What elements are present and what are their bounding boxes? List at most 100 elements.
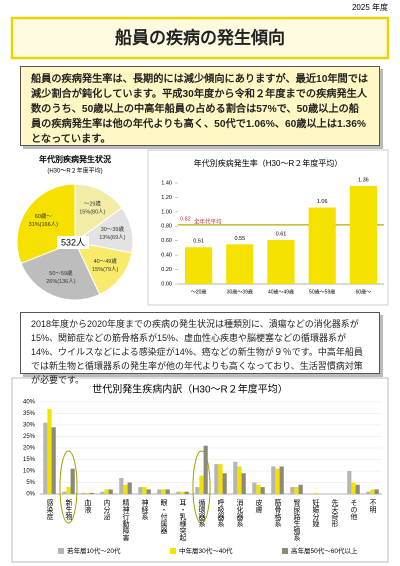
slice-label: 15%(79人)	[92, 266, 118, 273]
bar	[203, 445, 208, 494]
x-tick-label: 60歳～	[356, 288, 372, 295]
bar	[100, 491, 105, 494]
y-tick-label: 1.20	[161, 195, 172, 201]
y-tick-label: 35%	[23, 411, 36, 417]
bar	[195, 487, 200, 494]
bar	[237, 466, 242, 494]
bar	[294, 487, 299, 494]
bar	[347, 471, 352, 494]
bar	[275, 468, 280, 494]
bar	[222, 473, 227, 494]
bar	[256, 484, 261, 494]
highlight-circle	[192, 450, 211, 524]
bar	[252, 482, 257, 494]
bar	[176, 491, 181, 494]
bar	[127, 482, 132, 494]
bar	[70, 468, 75, 494]
bar-value-label: 0.55	[234, 236, 245, 242]
x-tick-label: 30歳～39歳	[227, 288, 253, 295]
bar	[290, 487, 295, 494]
slice-label: 31%(166人)	[29, 221, 59, 228]
y-tick-label: 25%	[23, 434, 36, 440]
pie-slice	[74, 241, 133, 296]
slice-label: 13%(69人)	[99, 234, 125, 241]
x-tick-label: 腎尿路生殖系	[293, 498, 301, 541]
bar	[66, 487, 71, 494]
bar-value-label: 1.36	[358, 177, 369, 183]
y-tick-label: 0.40	[161, 253, 172, 259]
bar	[260, 487, 265, 494]
x-tick-label: 40歳～49歳	[268, 288, 294, 295]
y-tick-label: 0.60	[161, 238, 172, 244]
pie-total: 532人	[61, 237, 85, 247]
year: 2025 年度	[352, 2, 388, 12]
y-tick-label: 5%	[26, 480, 35, 486]
y-tick-label: 1.00	[161, 209, 172, 215]
bar	[138, 487, 143, 494]
legend-label: 若年層10代～20代	[67, 546, 121, 555]
total-box	[57, 236, 89, 249]
x-tick-label: 不明	[369, 499, 377, 514]
slice-category: 30～39歳	[101, 225, 125, 233]
bar	[374, 489, 379, 494]
body-text: 2018年度から2020年度までの疾病の発生状況は種類別に、潰瘍などの消化器系が…	[20, 312, 380, 385]
bar	[241, 473, 246, 494]
bar	[298, 484, 303, 494]
x-tick-label: 先天奇形	[331, 498, 339, 528]
x-tick-label: 内分泌	[103, 498, 111, 520]
slice-category: 50～59歳	[49, 269, 73, 277]
x-tick-label: 精神行動障害	[122, 498, 130, 542]
bar	[119, 477, 124, 494]
pie-subtitle: (H30～R２年度平均)	[47, 167, 102, 175]
bar	[89, 492, 94, 494]
legend-swatch	[282, 548, 288, 554]
grouped-chart-box	[11, 377, 389, 563]
x-tick-label: 呼吸器系	[217, 498, 225, 527]
y-tick-label: 0%	[26, 492, 35, 498]
bar-value-label: 1.06	[317, 199, 328, 205]
bar	[81, 492, 86, 494]
bar	[43, 422, 48, 494]
slice-label: 26%(136人)	[46, 278, 76, 285]
legend-swatch	[58, 548, 64, 554]
x-tick-label: 50歳～59歳	[309, 288, 335, 295]
bar	[51, 427, 56, 494]
x-tick-label: 耳・乳様突起	[179, 499, 187, 542]
y-tick-label: 0.00	[161, 281, 172, 287]
slice-category: 40～49歳	[94, 257, 118, 265]
average-label: 全年代平均	[194, 217, 222, 225]
x-tick-label: 筋骨格系	[274, 498, 282, 527]
legend-label: 中年層30代～40代	[179, 546, 233, 555]
bar	[146, 489, 151, 494]
bar	[161, 489, 166, 494]
x-tick-label: 新生物	[65, 498, 73, 521]
bar	[313, 492, 318, 494]
y-tick-label: 30%	[23, 423, 36, 429]
bar	[279, 466, 284, 494]
bar	[62, 491, 67, 494]
bar	[199, 475, 204, 494]
y-tick-label: 20%	[23, 446, 36, 452]
x-tick-label: 眼・付属器	[160, 499, 168, 535]
page-title: 船員の疾病の発生傾向	[115, 27, 285, 47]
bar	[267, 239, 295, 284]
bar	[108, 489, 113, 494]
bar	[47, 408, 52, 494]
bar	[157, 489, 162, 494]
average-value: 0.82	[180, 216, 191, 222]
slice-category: ～29歳	[84, 199, 102, 207]
y-tick-label: 0.80	[161, 224, 172, 230]
legend-swatch	[170, 548, 176, 554]
bar	[366, 491, 371, 494]
pie-title: 年代別疾病発生状況	[39, 154, 111, 164]
bar	[123, 484, 128, 494]
bar	[218, 464, 223, 494]
bar	[180, 491, 185, 494]
y-tick-label: 0.20	[161, 267, 172, 273]
pie-slice	[74, 183, 123, 243]
highlight-circle	[59, 450, 78, 524]
slice-category: 60歳～	[35, 212, 53, 220]
bar	[185, 247, 213, 284]
bar	[165, 489, 170, 494]
